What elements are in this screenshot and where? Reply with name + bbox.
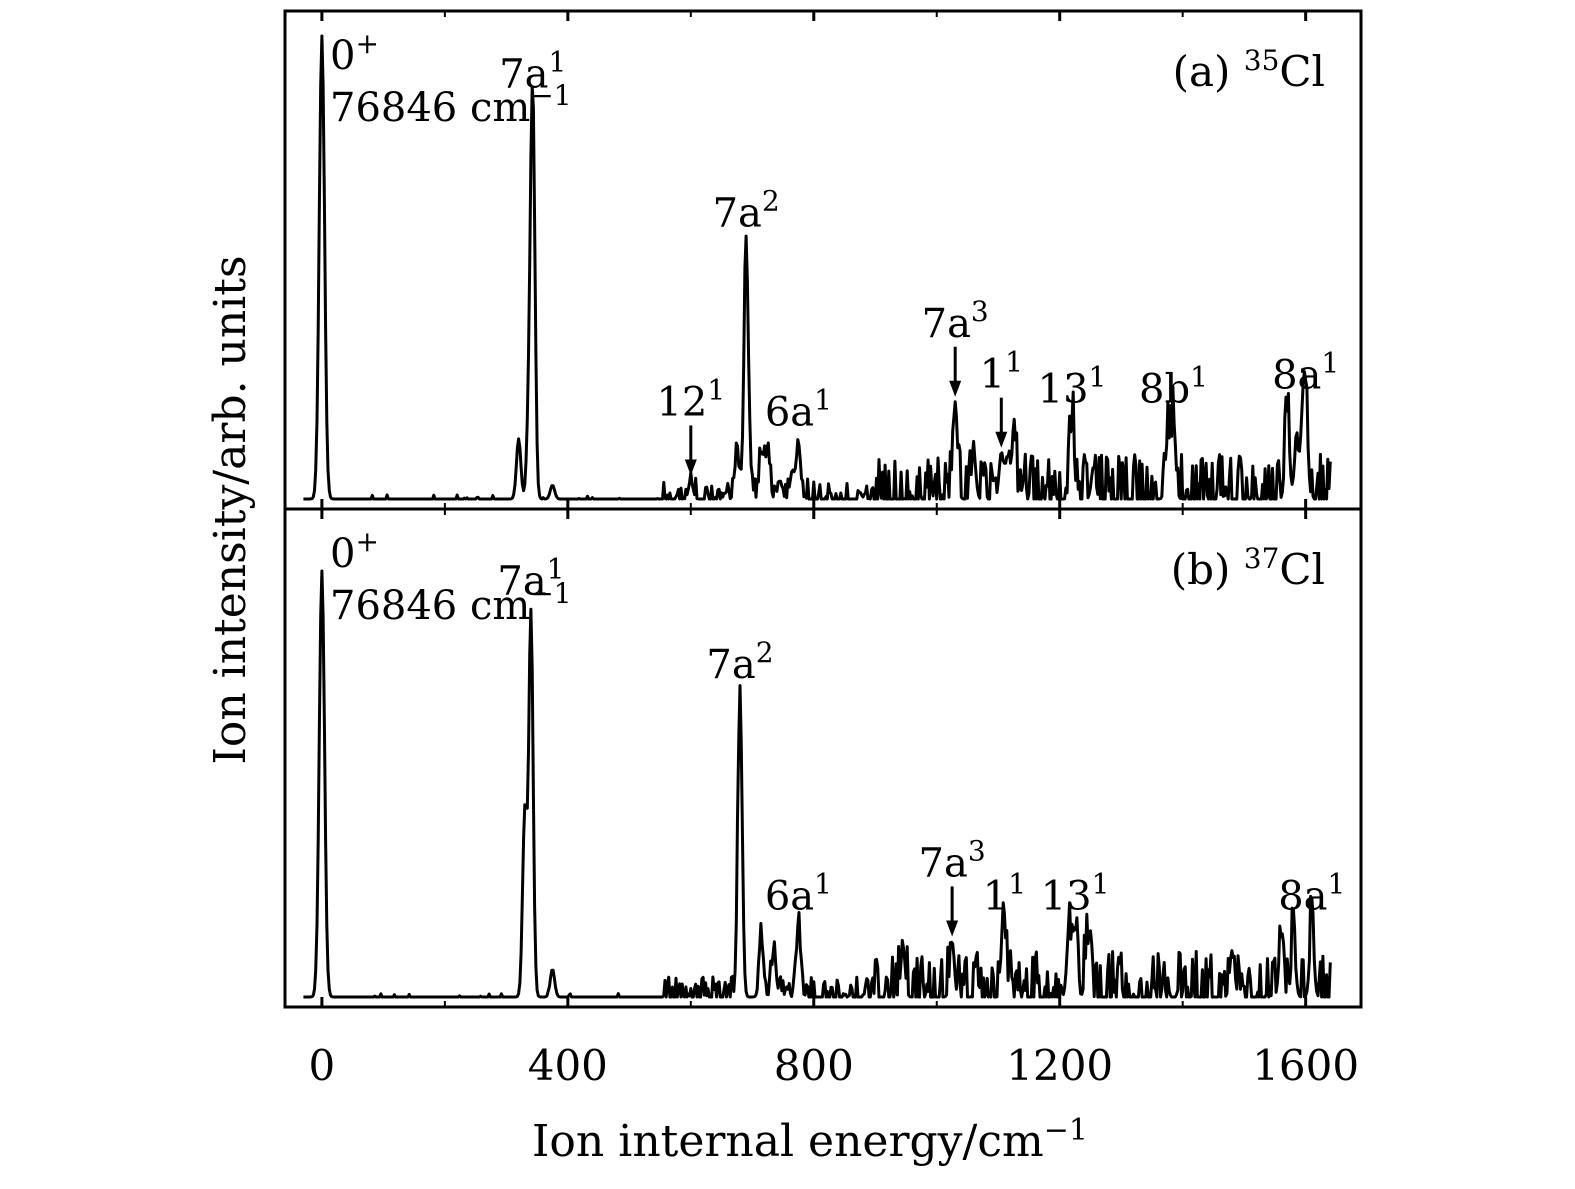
peak-label-11: 11	[983, 868, 1026, 920]
peak-label-7a3: 7a3	[922, 295, 989, 347]
traces	[303, 34, 1332, 999]
origin-peak-label: 0+	[330, 27, 379, 79]
peak-label-6a1: 6a1	[765, 383, 832, 435]
origin-peak-label: 0+	[330, 525, 379, 577]
peak-label-7a1: 7a1	[497, 553, 564, 605]
origin-energy-label: 76846 cm−1	[330, 577, 572, 629]
spectrum-trace-a	[303, 34, 1332, 501]
peak-label-6a1: 6a1	[765, 868, 832, 920]
peak-label-8a1: 8a1	[1272, 346, 1339, 398]
peak-label-7a2: 7a2	[713, 184, 780, 236]
arrow-head	[949, 380, 962, 397]
peak-label-7a2: 7a2	[706, 636, 773, 688]
peak-label-8a1: 8a1	[1278, 868, 1345, 920]
peak-label-7a1: 7a1	[499, 45, 566, 97]
peak-label-8b1: 8b1	[1139, 360, 1208, 412]
panel-label: (a) 35Cl	[1173, 44, 1325, 96]
x-ticks: 0 400 800 1200 1600	[309, 11, 1359, 1090]
panel-b-frame	[283, 507, 1363, 1009]
spectrum-trace-b	[303, 569, 1332, 999]
x-tick-label: 800	[774, 1041, 854, 1090]
y-axis-label: Ion intensity/arb. units	[205, 255, 256, 764]
peak-label-121: 121	[656, 373, 725, 425]
peak-label-131: 131	[1041, 868, 1110, 920]
peak-label-11: 11	[980, 346, 1023, 398]
x-tick-label: 1600	[1252, 1041, 1359, 1090]
x-axis-label: Ion internal energy/cm−1	[532, 1113, 1088, 1167]
peak-label-7a3: 7a3	[919, 834, 986, 886]
x-tick-label: 400	[528, 1041, 608, 1090]
origin-energy-label: 76846 cm−1	[330, 79, 572, 131]
arrow-head	[946, 920, 959, 937]
x-tick-label: 0	[309, 1041, 336, 1090]
arrow-head	[995, 431, 1008, 448]
panel-label: (b) 37Cl	[1171, 542, 1325, 594]
peak-label-131: 131	[1038, 360, 1107, 412]
arrow-head	[684, 459, 697, 476]
x-tick-label: 1200	[1006, 1041, 1113, 1090]
